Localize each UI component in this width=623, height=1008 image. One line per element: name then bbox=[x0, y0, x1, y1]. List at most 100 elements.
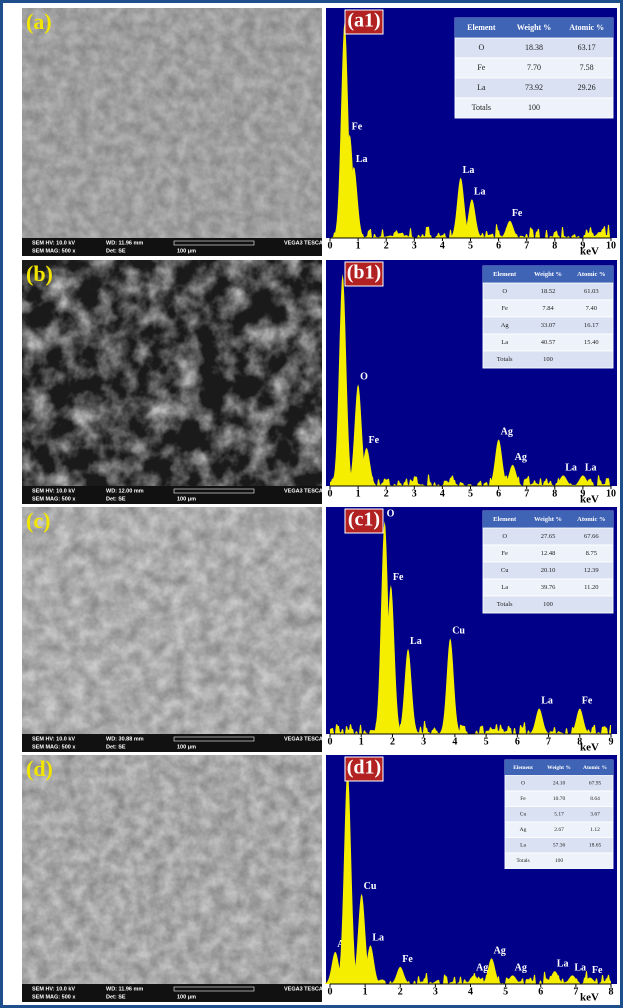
x-tick-label: 4 bbox=[452, 736, 457, 747]
x-tick-label: 0 bbox=[328, 488, 333, 499]
x-tick-label: 2 bbox=[384, 240, 389, 251]
peak-label: Fe bbox=[512, 208, 523, 219]
table-cell: O bbox=[521, 781, 525, 787]
peak-label: Ag bbox=[501, 427, 513, 438]
peak-label: O bbox=[360, 372, 368, 383]
table-cell: 16.17 bbox=[584, 322, 599, 329]
x-tick-label: 4 bbox=[440, 488, 445, 499]
spectrum-label: (b1) bbox=[347, 262, 381, 284]
x-tick-label: 3 bbox=[421, 736, 426, 747]
table-cell: 100 bbox=[543, 601, 553, 608]
sem-brand: VEGA3 TESCAN bbox=[284, 986, 327, 992]
x-tick-label: 7 bbox=[524, 240, 529, 251]
table-cell: La bbox=[501, 584, 508, 591]
x-axis-label: keV bbox=[580, 246, 599, 258]
spectrum-label: (c1) bbox=[348, 509, 380, 531]
peak-label: La bbox=[356, 154, 368, 165]
x-tick-label: 7 bbox=[524, 488, 529, 499]
sem-mag: SEM MAG: 500 x bbox=[32, 496, 76, 502]
peak-label: Fe bbox=[369, 435, 380, 446]
table-cell: Ag bbox=[501, 322, 510, 329]
x-tick-label: 5 bbox=[468, 488, 473, 499]
table-cell: O bbox=[478, 43, 484, 52]
peak-label: La bbox=[463, 165, 475, 176]
peak-label: La bbox=[557, 958, 569, 969]
x-tick-label: 1 bbox=[359, 736, 364, 747]
image-label: (d) bbox=[26, 756, 53, 781]
sem-hv: SEM HV: 10.0 kV bbox=[32, 986, 75, 992]
x-tick-label: 1 bbox=[363, 986, 368, 997]
table-cell: 39.76 bbox=[541, 584, 556, 591]
table-header: Atomic % bbox=[577, 516, 605, 523]
sem-hv: SEM HV: 10.0 kV bbox=[32, 488, 75, 494]
table-cell: 61.03 bbox=[584, 288, 599, 295]
x-axis-label: keV bbox=[580, 992, 599, 1004]
table-cell: 11.20 bbox=[584, 584, 598, 591]
peak-label: Ag bbox=[515, 963, 527, 974]
table-header: Atomic % bbox=[583, 765, 607, 771]
x-tick-label: 9 bbox=[609, 736, 614, 747]
peak-label: La bbox=[585, 463, 597, 474]
table-cell: 63.17 bbox=[578, 43, 596, 52]
x-axis-label: keV bbox=[580, 494, 599, 506]
table-cell: O bbox=[502, 533, 507, 540]
sem-hv: SEM HV: 10.0 kV bbox=[32, 736, 75, 742]
table-cell: 67.95 bbox=[589, 781, 602, 787]
table-header: Weight % bbox=[517, 23, 551, 32]
sem-mag: SEM MAG: 500 x bbox=[32, 994, 76, 1000]
peak-label: Fe bbox=[592, 965, 603, 976]
sem-image bbox=[22, 755, 322, 1002]
table-cell: La bbox=[501, 339, 508, 346]
spectrum-label: (a1) bbox=[347, 10, 380, 32]
table-cell: 20.10 bbox=[541, 567, 556, 574]
page: SEM HV: 10.0 kV WD: 11.96 mm VEGA3 TESCAN S… bbox=[0, 0, 623, 1008]
x-tick-label: 4 bbox=[440, 240, 445, 251]
image-label: (b) bbox=[26, 261, 53, 286]
sem-brand: VEGA3 TESCAN bbox=[284, 488, 327, 494]
sem-det: Det: SE bbox=[106, 248, 126, 254]
table-header: Weight % bbox=[547, 765, 571, 771]
table-cell: Fe bbox=[520, 796, 526, 802]
table-cell: Ag bbox=[520, 827, 527, 833]
x-tick-label: 10 bbox=[606, 240, 616, 251]
x-tick-label: 6 bbox=[538, 986, 543, 997]
table-cell: 33.07 bbox=[541, 322, 556, 329]
table-header: Atomic % bbox=[577, 271, 605, 278]
sem-mag: SEM MAG: 500 x bbox=[32, 744, 76, 750]
sem-det: Det: SE bbox=[106, 994, 126, 1000]
peak-label: La bbox=[474, 186, 486, 197]
sem-det: Det: SE bbox=[106, 496, 126, 502]
sem-wd: WD: 30.88 mm bbox=[106, 736, 144, 742]
table-cell: O bbox=[502, 288, 507, 295]
peak-label: Ag bbox=[476, 963, 488, 974]
x-tick-label: 6 bbox=[496, 488, 501, 499]
x-tick-label: 8 bbox=[609, 986, 614, 997]
table-cell: 100 bbox=[543, 356, 553, 363]
table-header: Element bbox=[467, 23, 496, 32]
sem-wd: WD: 12.00 mm bbox=[106, 488, 144, 494]
table-cell: Fe bbox=[501, 550, 508, 557]
table-cell: 8.75 bbox=[586, 550, 597, 557]
x-tick-label: 7 bbox=[546, 736, 551, 747]
peak-label: Fe bbox=[352, 122, 363, 133]
table-header: Atomic % bbox=[569, 23, 604, 32]
table-header: Element bbox=[513, 765, 533, 771]
x-tick-label: 3 bbox=[433, 986, 438, 997]
table-cell: Cu bbox=[501, 567, 509, 574]
table-cell: 7.70 bbox=[527, 63, 541, 72]
x-tick-label: 1 bbox=[356, 488, 361, 499]
x-tick-label: 8 bbox=[552, 240, 557, 251]
x-tick-label: 7 bbox=[573, 986, 578, 997]
table-cell: Totals bbox=[472, 103, 491, 112]
peak-label: O bbox=[387, 508, 395, 519]
x-tick-label: 0 bbox=[328, 240, 333, 251]
x-tick-label: 5 bbox=[468, 240, 473, 251]
x-tick-label: 2 bbox=[384, 488, 389, 499]
sem-scale: 100 μm bbox=[177, 994, 196, 1000]
table-cell: 40.57 bbox=[541, 339, 556, 346]
image-label: (c) bbox=[26, 508, 50, 533]
table-cell: Totals bbox=[497, 356, 513, 363]
sem-wd: WD: 11.96 mm bbox=[106, 986, 143, 992]
table-cell: 24.10 bbox=[553, 781, 566, 787]
table-cell: 29.26 bbox=[578, 83, 596, 92]
